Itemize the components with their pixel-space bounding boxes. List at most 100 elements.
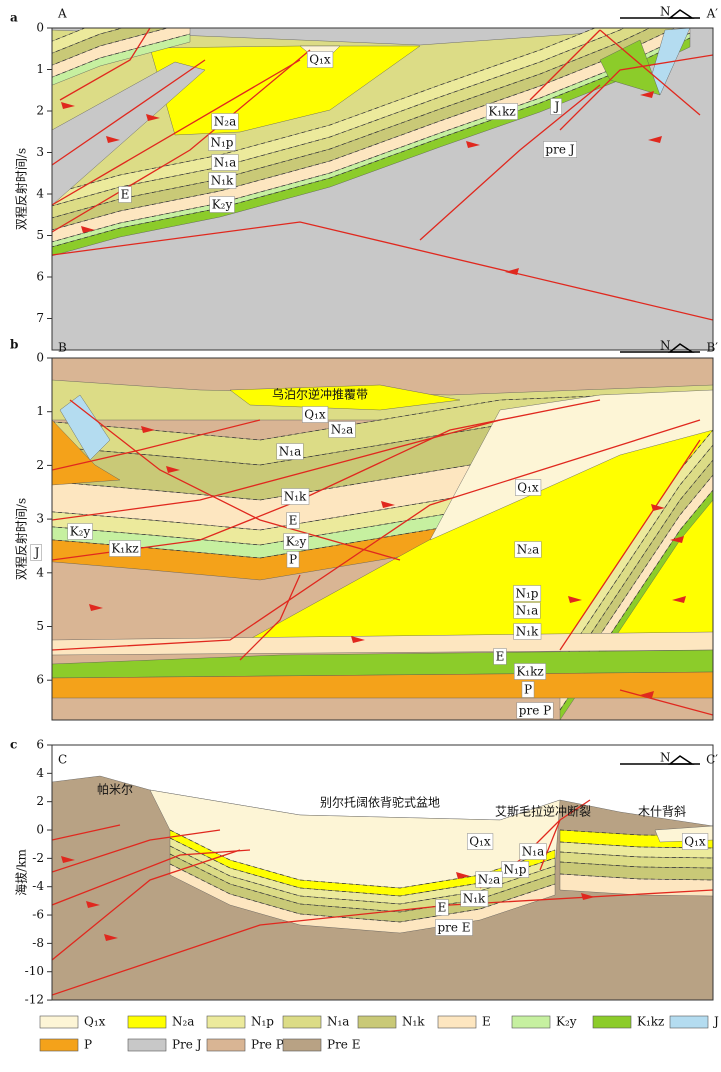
thrust-arrow <box>61 102 75 109</box>
unit-label: E <box>289 514 298 528</box>
rock-unit <box>52 61 206 206</box>
section-start: C <box>58 753 67 767</box>
tick-label: 0 <box>36 351 44 365</box>
rock-unit <box>52 671 713 699</box>
horizon <box>169 829 556 889</box>
section-a <box>52 28 713 350</box>
thrust-arrow <box>568 596 582 603</box>
thrust-arrow <box>505 268 519 275</box>
thrust-arrow <box>581 893 595 900</box>
thrust-arrow <box>640 691 654 698</box>
legend-label: Pre E <box>327 1038 361 1052</box>
fault <box>52 829 221 873</box>
legend-swatch <box>127 1015 167 1029</box>
horizon <box>52 454 713 501</box>
unit-label: P <box>524 683 532 697</box>
unit-label: Q₁x <box>684 835 706 849</box>
unit-label-box <box>513 602 541 619</box>
thrust-arrow <box>672 596 686 603</box>
unit-label: Q₁x <box>309 53 331 67</box>
thrust-arrow <box>166 466 180 473</box>
horizon <box>52 28 596 195</box>
tick-label: 5 <box>36 619 44 633</box>
unit-label: N₁p <box>504 863 527 877</box>
unit-label-box <box>109 540 141 557</box>
fault <box>52 849 251 906</box>
rock-unit <box>52 37 691 257</box>
fault <box>52 59 206 166</box>
unit-label: N₁a <box>214 156 236 170</box>
tick-label: 0 <box>36 21 44 35</box>
unit-label: N₁k <box>463 892 486 906</box>
unit-label-box <box>501 861 530 878</box>
unit-label: N₁a <box>516 604 538 618</box>
section-end: A′ <box>706 7 719 21</box>
unit-label: N₁a <box>522 845 544 859</box>
unit-label-box <box>460 890 489 907</box>
fault <box>52 419 501 521</box>
unit-label-box <box>515 479 542 496</box>
axis-label: 海拔/km <box>14 849 29 896</box>
section-end: C′ <box>706 753 718 767</box>
rock-unit <box>229 384 461 411</box>
unit-label: N₁k <box>284 490 307 504</box>
north-label: N <box>660 5 671 19</box>
tick-label: 6 <box>36 270 44 284</box>
unit-label: N₂a <box>214 115 236 129</box>
unit-label-box <box>435 919 473 936</box>
unit-label-box <box>286 551 300 568</box>
unit-label-box <box>208 134 237 151</box>
unit-label-box <box>467 833 494 850</box>
tick-label: 1 <box>36 404 44 418</box>
fault <box>419 84 601 241</box>
legend-label: K₂y <box>556 1015 577 1029</box>
legend-swatch <box>206 1038 246 1052</box>
tick-label: 6 <box>36 673 44 687</box>
unit-label-box <box>328 421 356 438</box>
tick-label: -8 <box>32 936 44 950</box>
axis-label: 双程反射时间/s <box>14 498 29 580</box>
unit-label-box <box>475 871 503 888</box>
unit-label: K₂y <box>70 525 91 539</box>
rock-unit <box>52 631 713 656</box>
fault <box>52 824 121 841</box>
rock-unit <box>599 39 661 96</box>
fault <box>52 221 713 321</box>
tick-label: 3 <box>36 512 44 526</box>
unit-label: N₂a <box>478 873 500 887</box>
legend-swatch <box>39 1015 79 1029</box>
horizon <box>169 837 556 897</box>
unit-label-box <box>513 585 542 602</box>
unit-label-box <box>435 899 449 916</box>
legend-swatch <box>669 1015 709 1029</box>
section-title: 乌泊尔逆冲推覆带 <box>272 387 368 402</box>
tick-label: 2 <box>36 104 44 118</box>
tick-label: -6 <box>32 908 44 922</box>
thrust-arrow <box>466 141 480 148</box>
unit-label-box <box>519 843 547 860</box>
section-frame <box>51 27 714 351</box>
section-start: A <box>57 7 67 21</box>
unit-label: N₂a <box>331 423 353 437</box>
horizon <box>52 28 651 219</box>
unit-label-box <box>276 443 304 460</box>
fault <box>52 889 713 996</box>
tick-label: 2 <box>36 794 44 808</box>
tick-label: -2 <box>32 851 44 865</box>
fault <box>619 689 713 716</box>
unit-label: pre J <box>545 143 574 157</box>
horizon <box>559 489 713 711</box>
annotations: a A A′ N 双程反射时间/s 0 1 2 3 4 5 6 7 b B B′ N 双程反射时间/s 0 1 2 3 4 5… <box>10 5 719 1052</box>
legend-swatch <box>437 1015 477 1029</box>
unit-label-box <box>516 702 554 719</box>
unit-label-box <box>514 663 546 680</box>
fault <box>599 29 701 116</box>
tick-label: -12 <box>25 993 44 1007</box>
legend-swatch <box>282 1015 322 1029</box>
panel-letter: a <box>10 11 18 25</box>
fault <box>52 49 311 233</box>
legend-label: E <box>482 1015 491 1029</box>
horizon <box>169 853 556 913</box>
fault <box>59 28 151 101</box>
north-arrow <box>667 755 695 765</box>
